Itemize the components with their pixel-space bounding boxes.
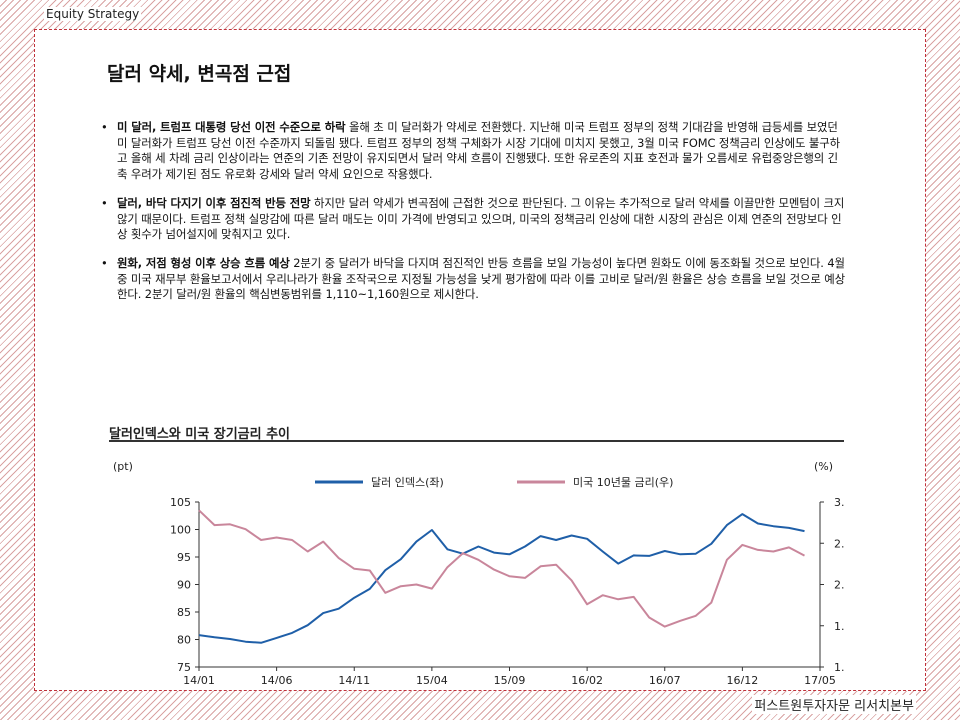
left-axis-tick-label: 100 [170, 524, 191, 537]
bullet-item: 달러, 바닥 다지기 이후 점진적 반등 전망 하지만 달러 약세가 변곡점에 … [99, 196, 847, 243]
bullet-text: 올해 초 미 달러화가 약세로 전환했다. 지난해 미국 트럼프 정부의 정책 … [117, 120, 841, 182]
bullet-item: 미 달러, 트럼프 대통령 당선 이전 수준으로 하락 올해 초 미 달러화가 … [99, 120, 847, 183]
x-axis-tick-label: 16/12 [727, 674, 759, 684]
series-line-dollar-index [198, 513, 805, 644]
legend-label-dollar-index: 달러 인덱스(좌) [371, 476, 444, 489]
right-axis-tick-label: 2.0 [834, 579, 845, 592]
dollar-index-yield-chart: (pt) (%) 달러 인덱스(좌) 미국 10년물 금리(우) 75 80 85 9… [113, 460, 845, 684]
x-axis-tick-label: 14/06 [261, 674, 293, 684]
bullet-text: 하지만 달러 약세가 변곡점에 근접한 것으로 판단된다. 그 이유는 추가적으… [117, 195, 845, 242]
x-axis-tick-label: 16/02 [571, 674, 603, 684]
chart-legend: 달러 인덱스(좌) 미국 10년물 금리(우) [315, 476, 673, 489]
left-axis-tick-label: 105 [170, 496, 191, 509]
footer-label: 퍼스트원투자자문 리서치본부 [752, 695, 916, 714]
series-line-us-10y-yield [198, 509, 805, 628]
left-axis-tick-label: 75 [177, 661, 191, 674]
chart-title: 달러인덱스와 미국 장기금리 추이 [109, 427, 291, 442]
report-page: 달러 약세, 변곡점 근접 미 달러, 트럼프 대통령 당선 이전 수준으로 하… [34, 29, 926, 691]
plot-area: 75 80 85 90 95 100 105 1.0 1.5 2.0 2.5 3.0 14/01 14/0… [170, 496, 845, 684]
x-axis-tick-label: 15/09 [494, 674, 526, 684]
x-axis-tick-label: 15/04 [416, 674, 448, 684]
bullet-item: 원화, 저점 형성 이후 상승 흐름 예상 2분기 중 달러가 바닥을 다지며 … [99, 256, 847, 303]
x-axis-tick-label: 14/11 [338, 674, 370, 684]
bullet-heading: 달러, 바닥 다지기 이후 점진적 반등 전망 [117, 195, 311, 210]
bullet-text: 2분기 중 달러가 바닥을 다지며 점진적인 반등 흐름을 보일 가능성이 높다… [117, 255, 846, 302]
right-axis-tick-label: 2.5 [834, 537, 845, 550]
x-axis-tick-label: 17/05 [804, 674, 836, 684]
legend-label-us-10y-yield: 미국 10년물 금리(우) [573, 476, 673, 489]
right-axis-unit: (%) [814, 460, 833, 473]
x-axis-tick-label: 16/07 [649, 674, 681, 684]
right-axis-tick-label: 3.0 [834, 496, 845, 509]
right-axis-tick-label: 1.5 [834, 620, 845, 633]
left-axis-tick-label: 95 [177, 551, 191, 564]
left-axis-unit: (pt) [113, 460, 133, 473]
x-axis-tick-label: 14/01 [183, 674, 215, 684]
page-title: 달러 약세, 변곡점 근접 [107, 63, 292, 85]
bullet-list: 미 달러, 트럼프 대통령 당선 이전 수준으로 하락 올해 초 미 달러화가 … [99, 120, 847, 316]
bullet-heading: 미 달러, 트럼프 대통령 당선 이전 수준으로 하락 [117, 120, 346, 134]
bullet-heading: 원화, 저점 형성 이후 상승 흐름 예상 [117, 255, 290, 270]
section-header-label: Equity Strategy [44, 7, 142, 21]
chart-title-rule [109, 440, 844, 442]
left-axis-tick-label: 85 [177, 606, 191, 619]
right-axis-tick-label: 1.0 [834, 661, 845, 674]
left-axis-tick-label: 80 [177, 634, 191, 647]
left-axis-tick-label: 90 [177, 579, 191, 592]
